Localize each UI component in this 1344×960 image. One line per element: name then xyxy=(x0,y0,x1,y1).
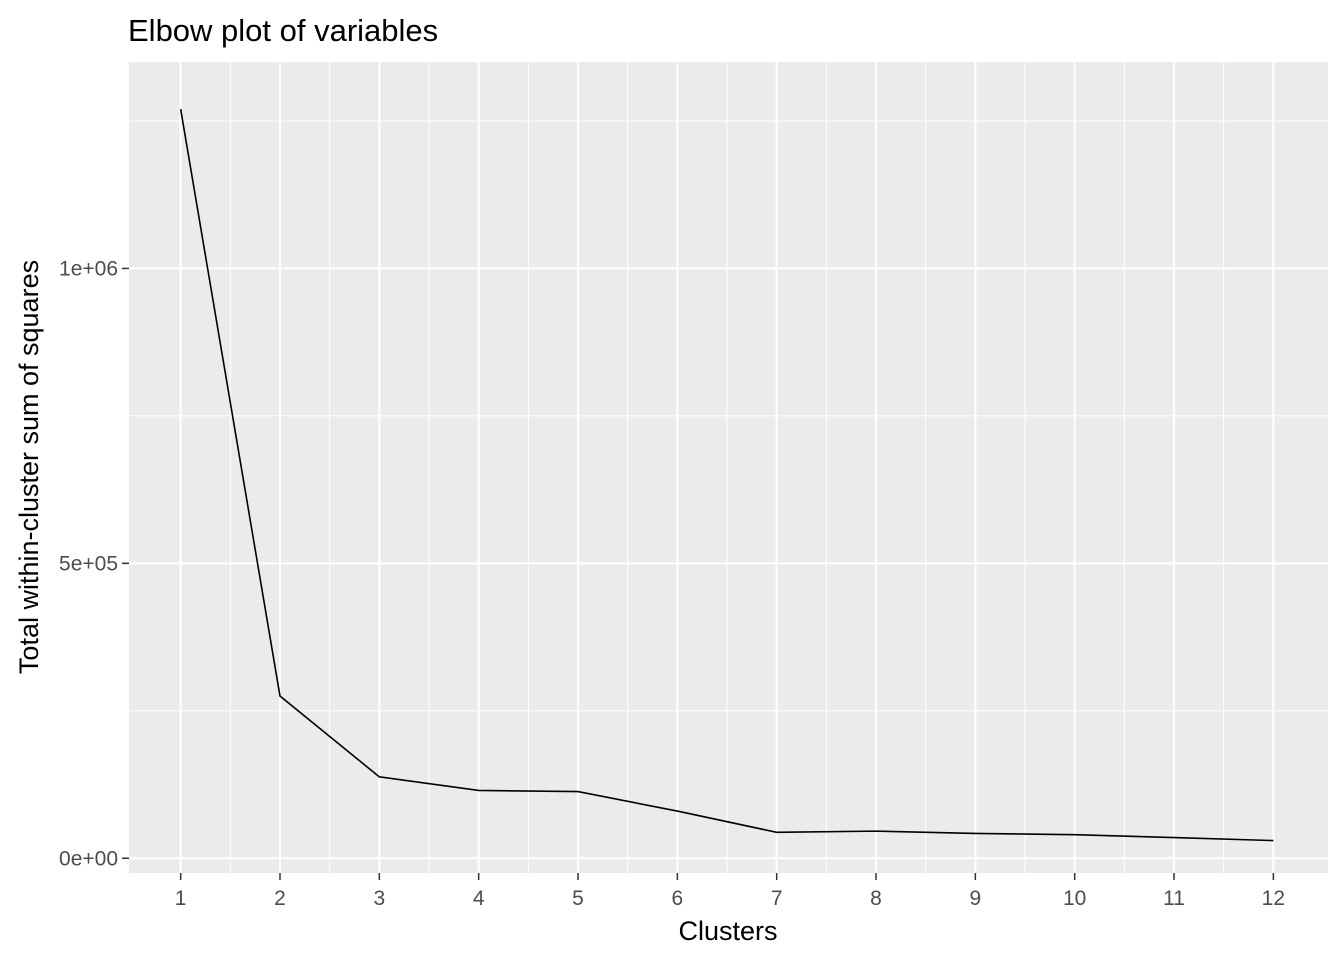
x-tick-label: 8 xyxy=(870,887,882,910)
x-tick-label: 11 xyxy=(1163,887,1185,910)
x-axis: 1 2 3 4 5 6 7 8 9 10 11 12 xyxy=(175,873,1285,910)
grid-minor-lines xyxy=(129,62,1328,873)
chart-title: Elbow plot of variables xyxy=(128,13,438,48)
x-tick-label: 2 xyxy=(274,887,286,910)
y-tick-label: 0e+00 xyxy=(59,847,118,870)
x-tick-label: 4 xyxy=(473,887,485,910)
grid-major-lines xyxy=(129,62,1328,873)
x-tick-label: 1 xyxy=(175,887,187,910)
series-line xyxy=(179,109,1274,842)
y-axis-title: Total within-cluster sum of squares xyxy=(14,260,44,674)
x-tick-label: 7 xyxy=(771,887,783,910)
x-tick-label: 9 xyxy=(970,887,982,910)
x-tick-label: 5 xyxy=(572,887,584,910)
y-tick-label: 1e+06 xyxy=(59,257,118,280)
x-tick-label: 12 xyxy=(1262,887,1285,910)
x-tick-label: 6 xyxy=(671,887,683,910)
y-axis: 0e+00 5e+05 1e+06 xyxy=(59,257,129,870)
x-tick-label: 10 xyxy=(1063,887,1086,910)
x-tick-label: 3 xyxy=(373,887,385,910)
x-axis-title: Clusters xyxy=(678,916,777,946)
y-tick-label: 5e+05 xyxy=(59,552,118,575)
plot-panel xyxy=(129,62,1328,873)
